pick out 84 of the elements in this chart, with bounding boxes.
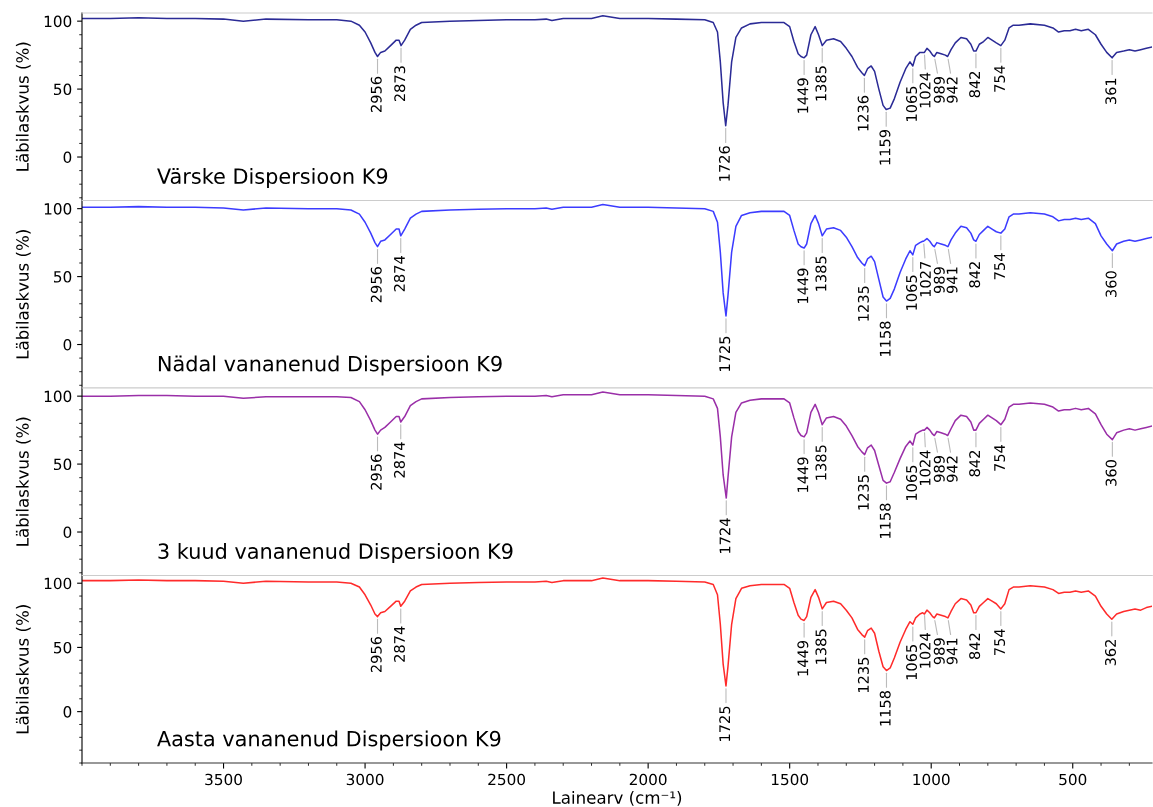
- annotation: 1024: [919, 633, 931, 668]
- annotation: 1385: [815, 445, 827, 480]
- y-axis-title: Läbilaskvus (%): [15, 230, 31, 359]
- y-tick-label: 0: [63, 526, 72, 539]
- annotation: 941: [946, 267, 958, 294]
- annotation: 1725: [719, 706, 731, 741]
- annotation: 1065: [906, 275, 918, 310]
- annotation: 1725: [719, 336, 731, 371]
- annotation: 1024: [919, 450, 931, 486]
- annotation: 1159: [879, 129, 891, 165]
- annotation: 360: [1105, 271, 1117, 297]
- annotation: 942: [946, 77, 958, 103]
- annotation: 1235: [857, 475, 869, 510]
- annotation: 1385: [815, 629, 827, 664]
- annotation: 754: [994, 253, 1006, 280]
- x-tick-label: 2500: [488, 773, 526, 786]
- annotation: 989: [933, 76, 945, 103]
- annotation: 1235: [857, 286, 869, 321]
- annotation: 842: [969, 633, 981, 660]
- annotation: 989: [933, 638, 945, 665]
- annotation: 1449: [797, 268, 809, 304]
- annotation: 1449: [797, 457, 809, 492]
- annotation: 1449: [797, 78, 809, 113]
- y-tick-label: 0: [63, 706, 72, 718]
- annotation: 360: [1105, 460, 1117, 486]
- annotation: 989: [933, 267, 945, 294]
- y-tick-label: 100: [44, 390, 72, 403]
- x-axis-title: Lainearv (cm⁻¹): [553, 790, 682, 806]
- y-axis-title: Läbilaskvus (%): [15, 42, 31, 171]
- y-tick-label: 50: [54, 641, 72, 654]
- y-tick-label: 50: [54, 83, 72, 96]
- x-tick-label: 1000: [913, 773, 950, 786]
- annotation: 842: [969, 451, 981, 477]
- annotation: 1065: [906, 86, 918, 121]
- annotation: 842: [969, 71, 981, 98]
- annotation: 989: [933, 456, 945, 482]
- annotation: 2873: [394, 66, 406, 102]
- annotation: 1726: [718, 146, 730, 181]
- annotation: 362: [1105, 640, 1117, 666]
- annotation: 1158: [879, 690, 891, 726]
- annotation: 1385: [815, 66, 827, 101]
- annotation: Nädal vananenud Dispersioon K9: [158, 355, 502, 376]
- y-tick-label: 100: [44, 577, 72, 590]
- annotation: 2874: [393, 256, 405, 292]
- annotation: Aasta vananenud Dispersioon K9: [157, 730, 501, 751]
- annotation: 1158: [879, 503, 891, 539]
- y-tick-label: 100: [44, 203, 72, 215]
- annotation: 1236: [857, 95, 869, 131]
- annotation: 754: [994, 65, 1006, 92]
- x-tick-label: 3000: [346, 773, 384, 786]
- annotation: 942: [946, 456, 958, 482]
- y-tick-label: 0: [63, 151, 72, 164]
- annotation: 2874: [393, 626, 405, 662]
- annotation: 1065: [906, 645, 918, 680]
- annotation: 2956: [370, 454, 382, 490]
- annotation: 941: [946, 638, 958, 665]
- y-tick-label: 0: [63, 338, 72, 351]
- y-axis-title: Läbilaskvus (%): [15, 417, 31, 546]
- annotation: 1449: [797, 640, 809, 676]
- x-tick-label: 500: [1059, 773, 1087, 786]
- annotation: 842: [969, 262, 981, 288]
- annotation: 1024: [919, 72, 931, 108]
- x-tick-label: 1500: [771, 773, 809, 786]
- annotation: 1158: [879, 321, 891, 356]
- annotation: Värske Dispersioon K9: [157, 167, 388, 189]
- y-axis-title: Läbilaskvus (%): [15, 605, 31, 734]
- annotation: 1235: [857, 657, 869, 693]
- annotation: 1724: [719, 518, 731, 554]
- annotation: 361: [1105, 78, 1117, 105]
- x-tick-label: 3500: [205, 773, 242, 786]
- annotation: 3 kuud vananenud Dispersioon K9: [158, 542, 513, 564]
- annotation: 1027: [919, 261, 931, 297]
- annotation: 2956: [370, 76, 382, 112]
- annotation: 1385: [815, 256, 827, 291]
- y-tick-label: 50: [54, 271, 72, 283]
- annotation: 2956: [370, 267, 382, 303]
- annotation: 2874: [393, 442, 405, 478]
- annotation: 1065: [906, 465, 918, 501]
- annotation: 754: [994, 629, 1006, 655]
- annotation: 2956: [370, 636, 382, 673]
- x-tick-label: 2000: [629, 773, 667, 786]
- y-tick-label: 100: [44, 15, 72, 28]
- annotation: 754: [994, 444, 1006, 471]
- y-tick-label: 50: [54, 458, 72, 471]
